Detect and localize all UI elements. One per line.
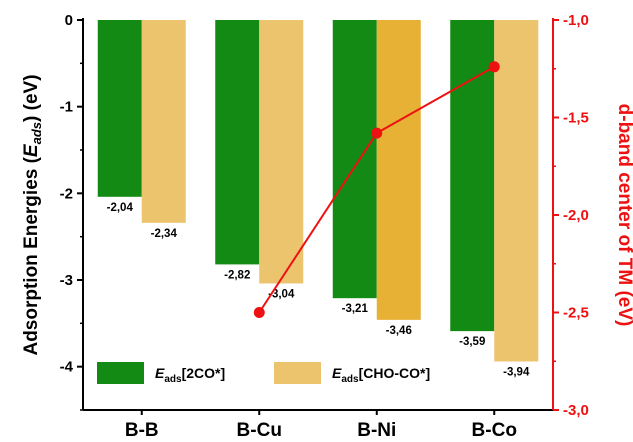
right-tick-label: -2,0 — [563, 207, 589, 224]
right-tick-label: -3,0 — [563, 402, 589, 419]
legend-label: Eads[2CO*] — [155, 365, 225, 385]
left-tick-label: 0 — [65, 12, 73, 29]
bar-eads-cho-co-b-cu — [259, 20, 304, 284]
right-tick-label: -1,0 — [563, 12, 589, 29]
bar-value-label: -3,04 — [268, 288, 295, 300]
bar-eads-cho-co-b-b — [141, 20, 186, 223]
bar-eads-cho-co-b-co — [494, 20, 539, 362]
left-tick-label: -2 — [60, 185, 73, 202]
legend-label: Eads[CHO-CO*] — [332, 365, 430, 385]
left-tick-label: -4 — [60, 359, 74, 376]
bar-value-label: -3,46 — [386, 325, 412, 337]
bar-eads-2co-b-cu — [215, 20, 260, 265]
bar-labels-layer: -2,04 -2,82 -3,21 -3,59 -2,34 -3,04 -3,46 -3,94 — [107, 202, 530, 379]
line-layer — [253, 61, 500, 318]
x-tick-label: B-Cu — [237, 420, 282, 441]
bar-value-label: -2,04 — [107, 202, 134, 214]
axes-layer: 0 -1 -2 -3 -4 -1,0 -1,5 -2,0 -2,5 -3,0 B-B B-Cu B-Ni… — [21, 12, 633, 441]
x-tick-label: B-Ni — [357, 420, 396, 441]
bars-layer — [97, 20, 539, 362]
bar-value-label: -3,59 — [459, 336, 485, 348]
x-tick-label: B-Co — [472, 420, 517, 441]
bar-eads-cho-co-b-ni — [376, 20, 421, 320]
d-band-point — [371, 127, 383, 139]
d-band-point — [253, 307, 265, 318]
right-tick-label: -1,5 — [563, 110, 589, 127]
x-tick-label: B-B — [125, 420, 159, 441]
legend-swatch — [274, 362, 321, 384]
left-tick-label: -1 — [60, 99, 73, 116]
left-tick-label: -3 — [60, 272, 73, 289]
d-band-point — [488, 61, 500, 73]
bar-value-label: -3,94 — [503, 366, 530, 378]
right-axis-title: d-band center of TM (eV) — [614, 104, 633, 327]
bar-eads-2co-b-b — [97, 20, 142, 197]
legend: Eads[2CO*] Eads[CHO-CO*] — [97, 362, 430, 385]
bar-value-label: -3,21 — [342, 303, 369, 315]
bar-eads-2co-b-ni — [332, 20, 377, 299]
bar-eads-2co-b-co — [450, 20, 495, 332]
right-tick-label: -2,5 — [563, 305, 589, 322]
bar-value-label: -2,34 — [151, 228, 178, 240]
left-axis-title: Adsorption Energies (Eads) (eV) — [21, 74, 44, 355]
bar-value-label: -2,82 — [224, 269, 250, 281]
legend-swatch — [97, 362, 144, 384]
